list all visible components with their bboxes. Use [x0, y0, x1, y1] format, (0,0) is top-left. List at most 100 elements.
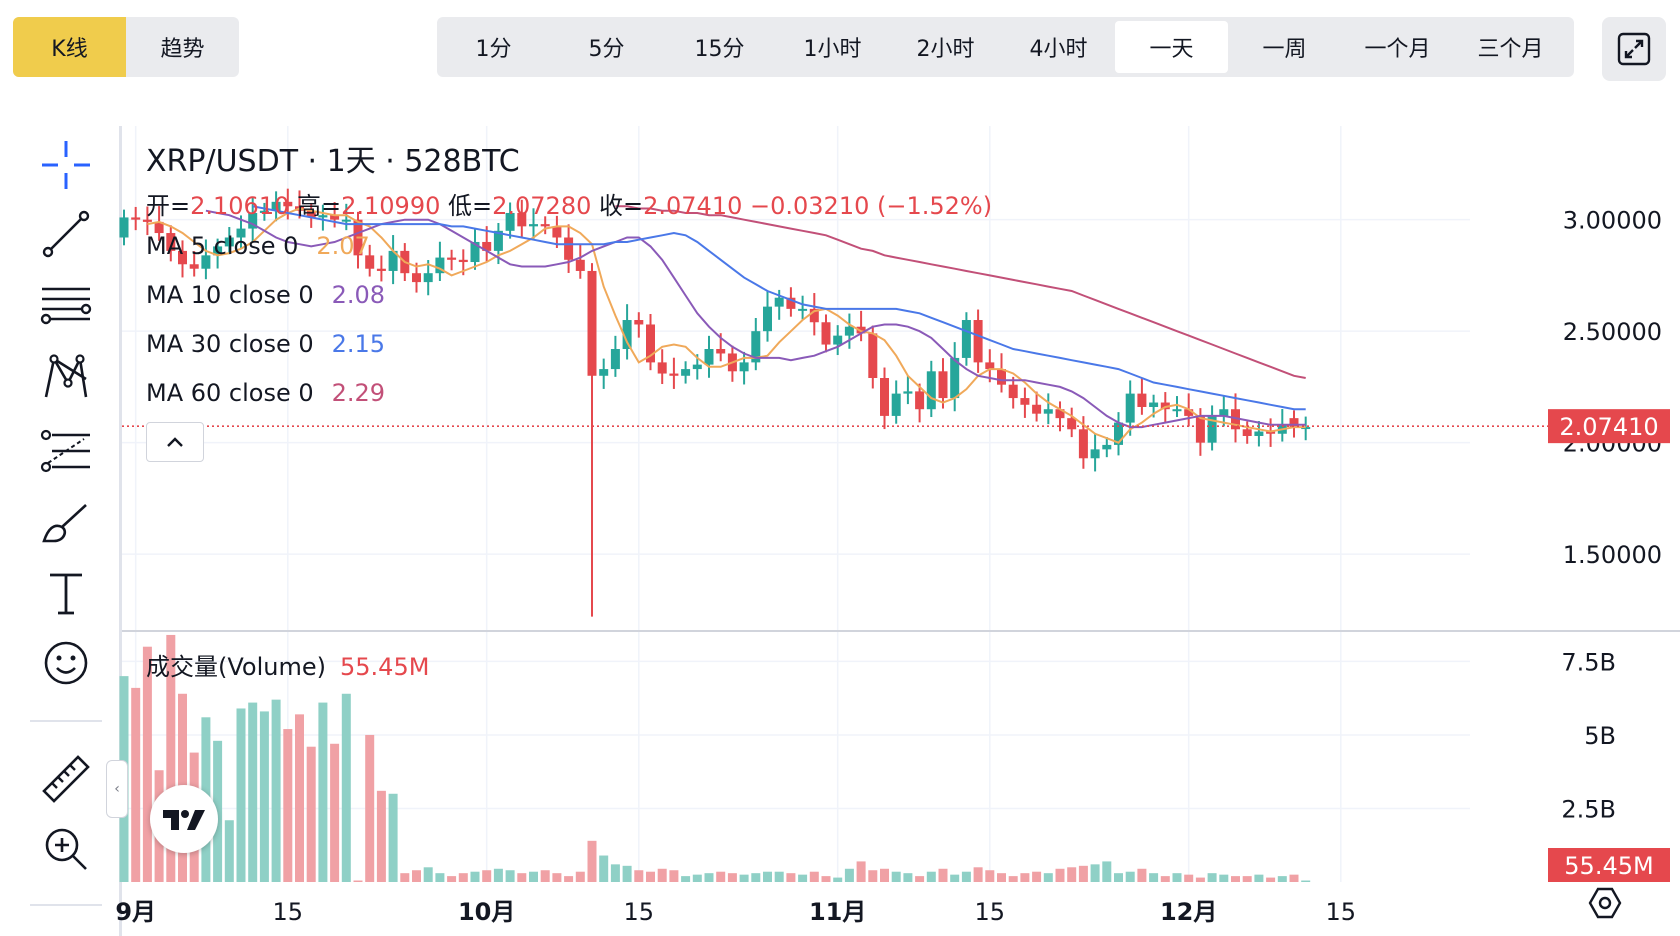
zoom-in-icon [45, 828, 87, 870]
volume-bar [646, 871, 655, 882]
volume-bar [482, 870, 492, 882]
interval-1w[interactable]: 一周 [1262, 37, 1307, 62]
volume-bar [1020, 873, 1030, 882]
candle-body [1055, 409, 1065, 419]
candle-body [985, 362, 995, 370]
tradingview-logo-icon [163, 810, 205, 830]
last-price-badge [1548, 409, 1670, 444]
candle-body [564, 237, 574, 260]
volume-bar [903, 873, 913, 882]
candle-body [716, 349, 726, 354]
candle-body [1160, 402, 1170, 410]
candle-body [470, 241, 480, 263]
ma10-legend[interactable]: MA 10 close 0 2.08 [146, 281, 385, 309]
candle-body [119, 217, 129, 238]
candle-body [844, 326, 854, 336]
candle-body [1195, 415, 1205, 443]
candle-body [938, 371, 948, 399]
interval-4h[interactable]: 4小时 [1029, 37, 1088, 62]
volume-bar [1149, 873, 1159, 882]
x-tick-label: 10月 [458, 898, 515, 926]
tab-trend[interactable]: 趋势 [160, 37, 205, 62]
price-tick-label: 3.00000 [1563, 207, 1662, 235]
interval-1mo[interactable]: 一个月 [1364, 37, 1431, 62]
volume-bar [1067, 867, 1077, 882]
toolbar-collapse-handle[interactable]: ‹ [106, 760, 128, 818]
volume-bar [1055, 868, 1065, 882]
zoom-in-tool[interactable] [33, 816, 99, 882]
emoji-tool[interactable] [33, 630, 99, 696]
candle-body [599, 369, 609, 376]
candle-body [786, 297, 796, 309]
volume-bar [1277, 876, 1287, 882]
volume-bar [915, 876, 925, 882]
candle-body [868, 333, 878, 378]
volume-bar [961, 871, 971, 882]
pattern-icon [44, 354, 88, 398]
volume-bar [447, 876, 457, 882]
volume-bar [833, 877, 843, 882]
settings-icon[interactable] [1588, 886, 1622, 920]
brush-tool[interactable] [33, 490, 99, 556]
interval-1d[interactable]: 一天 [1115, 21, 1228, 73]
candle-body [259, 210, 269, 213]
ma5-value: 2.07 [316, 232, 370, 260]
expand-icon [1617, 32, 1651, 66]
interval-1m[interactable]: 1分 [475, 37, 512, 62]
candle-body [1266, 431, 1276, 434]
ma60-legend[interactable]: MA 60 close 0 2.29 [146, 379, 385, 407]
collapse-legend-button[interactable] [146, 422, 204, 462]
volume-bar [681, 876, 691, 882]
close-label: 收= [599, 192, 644, 220]
projection-tool[interactable] [33, 418, 99, 484]
volume-bar [330, 743, 340, 882]
candle-body [540, 224, 550, 227]
candle-body [189, 264, 199, 269]
interval-15m[interactable]: 15分 [694, 37, 745, 62]
interval-2h[interactable]: 2小时 [916, 37, 975, 62]
candle-body [493, 230, 503, 251]
volume-bar [1160, 876, 1170, 882]
volume-bar [1301, 880, 1311, 882]
text-tool[interactable] [33, 560, 99, 626]
volume-bar [926, 871, 936, 882]
crosshair-tool[interactable] [33, 132, 99, 198]
volume-bar [844, 868, 854, 882]
volume-bar [283, 729, 293, 882]
tradingview-logo[interactable] [150, 785, 218, 853]
volume-label: 成交量(Volume) [146, 653, 326, 681]
candle-body [774, 297, 784, 307]
trendline-tool[interactable] [33, 201, 99, 267]
volume-bar [1207, 873, 1217, 882]
fib-lines-tool[interactable] [33, 272, 99, 338]
volume-bar [997, 873, 1006, 882]
fullscreen-button[interactable] [1602, 17, 1666, 81]
volume-bar [423, 867, 433, 882]
candle-body [1008, 384, 1018, 399]
volume-bar [131, 687, 141, 882]
candle-body [201, 255, 211, 269]
interval-5m[interactable]: 5分 [588, 37, 625, 62]
volume-bar [704, 873, 714, 882]
candle-body [271, 201, 281, 211]
volume-bar [353, 880, 363, 882]
ma5-label: MA 5 close 0 [146, 232, 299, 260]
ma5-legend[interactable]: MA 5 close 0 2.07 [146, 232, 370, 260]
volume-bar [1043, 873, 1053, 882]
interval-3mo[interactable]: 三个月 [1477, 37, 1544, 62]
tab-kline[interactable]: K线 [13, 17, 126, 77]
ma60-value: 2.29 [331, 379, 386, 407]
volume-bar [493, 868, 503, 882]
pattern-tool[interactable] [33, 344, 99, 410]
volume-bar [657, 868, 667, 882]
x-tick-label: 9月 [115, 898, 156, 926]
volume-bar [1137, 868, 1147, 882]
volume-bar [540, 870, 550, 882]
volume-bar [412, 870, 421, 882]
candle-body [1043, 409, 1053, 414]
interval-1h[interactable]: 1小时 [803, 37, 862, 62]
ruler-tool[interactable] [33, 746, 99, 812]
volume-legend[interactable]: 成交量(Volume) 55.45M [146, 647, 429, 682]
ma30-legend[interactable]: MA 30 close 0 2.15 [146, 330, 385, 358]
candle-body [178, 250, 187, 265]
